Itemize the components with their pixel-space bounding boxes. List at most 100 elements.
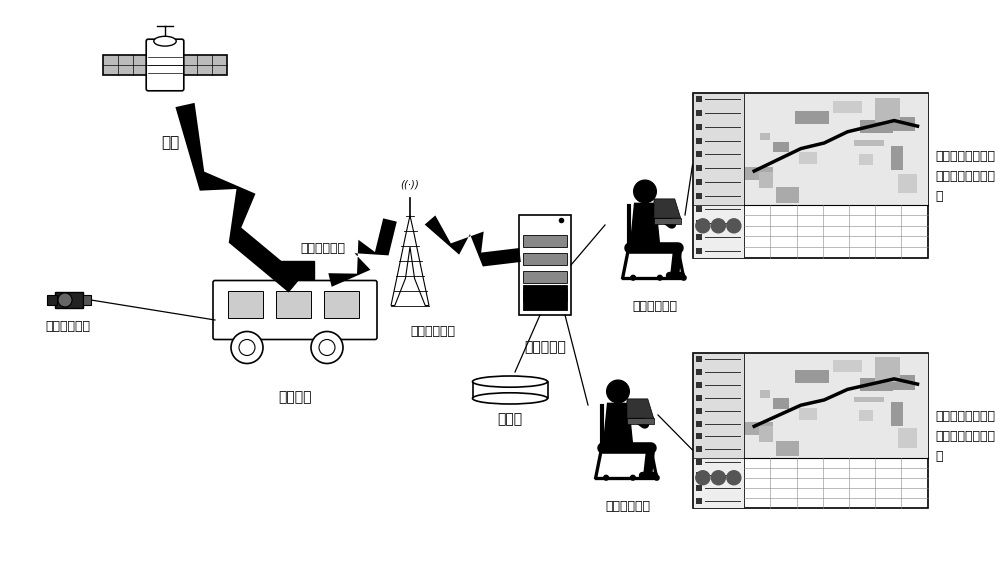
Bar: [696, 179, 702, 185]
Bar: [523, 271, 567, 283]
Circle shape: [631, 275, 635, 280]
Text: 中心服务器: 中心服务器: [524, 340, 566, 354]
Text: 车载终端设备: 车载终端设备: [300, 242, 345, 255]
Bar: [696, 394, 702, 401]
Bar: [696, 407, 702, 414]
Bar: [696, 446, 702, 453]
Polygon shape: [627, 399, 654, 418]
Bar: [833, 101, 862, 113]
Bar: [881, 375, 915, 390]
Bar: [891, 403, 903, 426]
Text: 同时显示多台车，: 同时显示多台车，: [936, 410, 996, 423]
Circle shape: [58, 293, 72, 307]
Circle shape: [654, 475, 659, 480]
Bar: [182, 55, 227, 75]
Bar: [795, 112, 829, 124]
Bar: [692, 353, 744, 508]
Circle shape: [657, 275, 662, 280]
Bar: [696, 459, 702, 465]
FancyBboxPatch shape: [213, 281, 377, 339]
Bar: [696, 369, 702, 375]
Bar: [773, 399, 789, 409]
Bar: [228, 291, 263, 318]
Bar: [898, 174, 917, 193]
Bar: [881, 117, 915, 131]
Bar: [83, 295, 91, 305]
Circle shape: [239, 339, 255, 356]
Bar: [276, 261, 314, 278]
Bar: [854, 397, 884, 402]
Bar: [692, 93, 928, 258]
Text: 度: 度: [936, 190, 943, 203]
Text: 度: 度: [936, 450, 943, 463]
Bar: [696, 124, 702, 130]
Bar: [696, 472, 702, 478]
Bar: [324, 291, 359, 318]
Bar: [696, 498, 702, 504]
Circle shape: [231, 332, 263, 363]
Text: 可变巴士: 可变巴士: [278, 390, 312, 404]
Ellipse shape: [154, 36, 176, 46]
Text: 数据库: 数据库: [497, 412, 523, 426]
Text: 对车辆进行有效调: 对车辆进行有效调: [936, 430, 996, 443]
FancyBboxPatch shape: [146, 39, 184, 91]
Bar: [276, 291, 311, 318]
Bar: [696, 248, 702, 254]
Text: 机房调度人员: 机房调度人员: [606, 500, 650, 513]
Bar: [776, 187, 799, 203]
Bar: [692, 205, 744, 258]
Bar: [799, 408, 817, 420]
Bar: [103, 55, 148, 75]
Bar: [859, 154, 873, 166]
Bar: [523, 253, 567, 265]
Bar: [745, 167, 773, 180]
Bar: [692, 353, 928, 508]
Polygon shape: [175, 103, 301, 292]
Bar: [875, 97, 900, 123]
Bar: [55, 292, 83, 308]
Bar: [696, 420, 702, 427]
Bar: [744, 353, 928, 458]
Bar: [523, 289, 567, 301]
Bar: [875, 357, 900, 382]
Text: 机房调度人员: 机房调度人员: [633, 300, 678, 313]
Bar: [759, 426, 773, 442]
Bar: [696, 193, 702, 198]
Ellipse shape: [473, 376, 548, 387]
Bar: [696, 220, 702, 226]
Bar: [776, 441, 799, 456]
Bar: [696, 151, 702, 157]
Text: 卫星: 卫星: [161, 135, 179, 150]
Polygon shape: [630, 203, 660, 248]
Polygon shape: [627, 418, 654, 424]
Bar: [47, 295, 57, 305]
Bar: [744, 93, 928, 205]
Polygon shape: [328, 218, 397, 287]
Bar: [860, 378, 893, 391]
Bar: [523, 235, 567, 247]
Bar: [696, 234, 702, 240]
Bar: [760, 390, 770, 397]
Bar: [833, 360, 862, 372]
Bar: [692, 458, 744, 508]
Bar: [795, 370, 829, 383]
Polygon shape: [603, 403, 633, 448]
Circle shape: [311, 332, 343, 363]
Bar: [696, 382, 702, 388]
Circle shape: [711, 219, 725, 233]
Bar: [696, 356, 702, 362]
Circle shape: [727, 471, 741, 485]
Circle shape: [319, 339, 335, 356]
Bar: [898, 428, 917, 447]
Circle shape: [696, 219, 710, 233]
Circle shape: [696, 471, 710, 485]
Ellipse shape: [473, 393, 548, 404]
Bar: [696, 137, 702, 144]
Bar: [799, 153, 817, 164]
Bar: [696, 485, 702, 491]
Bar: [891, 146, 903, 170]
Bar: [696, 207, 702, 212]
Text: 同时显示多台车，: 同时显示多台车，: [936, 150, 996, 163]
Circle shape: [681, 275, 686, 280]
Circle shape: [727, 219, 741, 233]
